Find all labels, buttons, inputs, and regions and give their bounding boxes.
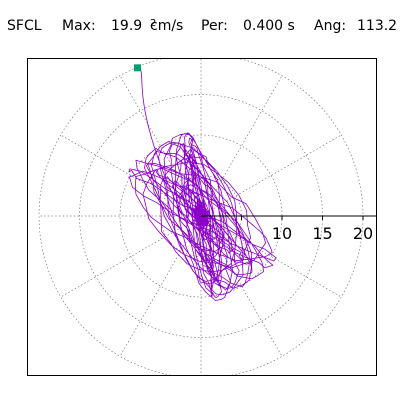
grid-spoke-210 — [60, 215, 202, 298]
radial-tick-label-20: 20 — [353, 224, 373, 243]
radial-tick-label-10: 10 — [272, 224, 292, 243]
per-label: Per: — [201, 18, 228, 34]
station-code: SFCL — [7, 18, 42, 34]
max-value: 19.9 — [111, 18, 143, 34]
trace-path — [128, 67, 277, 301]
grid-spoke-300 — [200, 215, 283, 357]
motion-trace — [128, 67, 277, 301]
radial-axis: 10 15 20 — [201, 215, 376, 243]
grid-spoke-60 — [200, 75, 283, 217]
grid-spoke-330 — [200, 215, 342, 298]
radial-tick-label-15: 15 — [312, 224, 332, 243]
polar-plot-frame: 10 15 20 — [27, 58, 377, 376]
particle-motion-plot: 10 15 20 — [38, 59, 376, 375]
ang-label: Ang: — [314, 18, 347, 34]
header-bar: SFCL Max: 19.9 cm/s 2 Per: 0.400 s Ang: 1… — [7, 18, 398, 34]
max-marker — [134, 64, 142, 72]
max-point-marker — [134, 64, 142, 72]
grid-spoke-120 — [119, 75, 202, 217]
per-value: 0.400 s — [243, 18, 295, 34]
ang-value: 113.2 — [357, 18, 398, 34]
grid-spoke-30 — [200, 134, 342, 217]
max-unit-exponent: 2 — [150, 18, 157, 29]
max-label: Max: — [62, 18, 96, 34]
